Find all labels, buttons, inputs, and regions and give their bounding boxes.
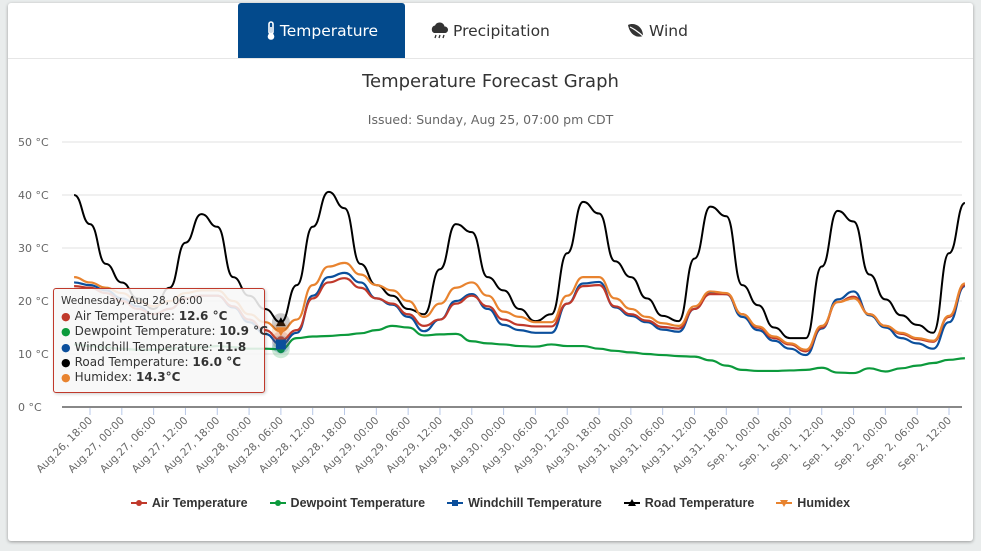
- x-tick-label: Aug.27, 06:00: [98, 415, 159, 476]
- x-tick-label: Aug.28, 06:00: [225, 415, 286, 476]
- rain-cloud-icon: [431, 21, 449, 38]
- tab-precipitation[interactable]: Precipitation: [430, 3, 550, 58]
- chart-plot: 0 °C 10 °C 20 °C 30 °C 40 °C 50 °C Aug.26, 18:…: [18, 136, 966, 476]
- tooltip: Wednesday, Aug 28, 06:00 ● Air Temperatur…: [53, 288, 268, 393]
- tooltip-value: 10.9 °C: [219, 324, 268, 339]
- chart-subtitle: Issued: Sunday, Aug 25, 07:00 pm CDT: [367, 112, 614, 127]
- tooltip-row: ● Dewpoint Temperature: 10.9 °C: [61, 324, 268, 339]
- tooltip-label: Humidex:: [74, 370, 137, 385]
- legend-item[interactable]: Windchill Temperature: [447, 496, 602, 510]
- tab-label: Wind: [649, 21, 688, 40]
- legend-item[interactable]: Road Temperature: [623, 496, 755, 510]
- legend-label: Road Temperature: [644, 496, 755, 510]
- tooltip-value: 16.0 °C: [192, 354, 241, 369]
- x-tick-label: Aug.29, 18:00: [416, 415, 477, 476]
- tab-temperature[interactable]: Temperature: [238, 3, 405, 58]
- legend-label: Windchill Temperature: [468, 496, 602, 510]
- series-dot-icon: ●: [61, 325, 71, 339]
- tooltip-value: 12.6 °C: [178, 309, 228, 323]
- y-tick-label: 20 °C: [18, 295, 49, 308]
- hover-point-marker: [275, 327, 286, 337]
- series-dot-icon: ●: [61, 355, 71, 369]
- x-tick-label: Aug.29, 00:00: [321, 415, 382, 476]
- tooltip-label: Windchill Temperature:: [74, 339, 217, 354]
- x-tick-label: Aug.29, 12:00: [384, 415, 445, 476]
- x-tick-label: Aug.31, 18:00: [671, 415, 732, 476]
- series-dot-icon: ●: [61, 371, 71, 385]
- tooltip-label: Road Temperature:: [74, 354, 193, 369]
- tooltip-row: ● Air Temperature: 12.6 °C: [61, 309, 257, 324]
- legend: Air Temperature Dewpoint Temperature Windc…: [8, 496, 973, 510]
- legend-symbol-icon: [130, 500, 147, 506]
- x-tick-label: Aug.27, 18:00: [161, 415, 222, 476]
- leaf-icon: [628, 23, 646, 38]
- x-tick-label: Aug.30, 06:00: [480, 415, 541, 476]
- tooltip-label: Dewpoint Temperature:: [74, 324, 220, 339]
- tooltip-value: 11.8: [216, 339, 247, 354]
- series-dot-icon: ●: [61, 310, 71, 323]
- tooltip-row: ● Road Temperature: 16.0 °C: [61, 355, 257, 370]
- legend-label: Humidex: [797, 496, 851, 510]
- y-tick-label: 10 °C: [18, 348, 49, 361]
- legend-item[interactable]: Air Temperature: [130, 496, 248, 510]
- x-tick-label: Aug.30, 18:00: [543, 415, 604, 476]
- chart-title: Temperature Forecast Graph: [362, 71, 619, 92]
- legend-item[interactable]: Dewpoint Temperature: [269, 496, 426, 510]
- x-tick-label: Aug.27, 00:00: [66, 415, 127, 476]
- tooltip-header: Wednesday, Aug 28, 06:00: [61, 295, 203, 307]
- legend-label: Dewpoint Temperature: [290, 496, 426, 510]
- x-tick-label: Aug.28, 12:00: [257, 415, 318, 476]
- series-line-road-temperature[interactable]: [73, 190, 966, 340]
- x-tick-label: Aug.30, 12:00: [511, 415, 572, 476]
- tab-label: Precipitation: [453, 21, 550, 40]
- tooltip-row: ● Humidex: 14.3°C: [61, 370, 257, 385]
- x-tick-label: Aug.30, 00:00: [448, 415, 509, 476]
- x-tick-label: Aug.28, 18:00: [289, 415, 350, 476]
- x-tick-label: Aug.27, 12:00: [130, 415, 191, 476]
- legend-label: Air Temperature: [151, 496, 248, 510]
- tooltip-value: 14.3°C: [136, 370, 181, 385]
- x-tick-label: Aug.29, 06:00: [352, 415, 413, 476]
- y-tick-label: 0 °C: [18, 401, 42, 414]
- hover-point-marker: [275, 339, 286, 350]
- forecast-card: Temperature Precipitation Wind Temperatu…: [8, 3, 973, 541]
- hover-point-marker: [275, 317, 286, 327]
- tab-label: Temperature: [279, 21, 379, 40]
- series-dot-icon: ●: [61, 340, 71, 354]
- legend-symbol-icon: [269, 500, 286, 506]
- x-tick-label: Aug.28, 00:00: [193, 415, 254, 476]
- legend-symbol-icon: [623, 499, 640, 506]
- y-tick-label: 50 °C: [18, 136, 49, 149]
- tooltip-row: ● Windchill Temperature: 11.8: [61, 340, 257, 355]
- tooltip-label: Air Temperature:: [74, 309, 179, 323]
- tab-bar: Temperature Precipitation Wind: [8, 3, 973, 59]
- legend-symbol-icon: [776, 500, 793, 507]
- y-tick-label: 30 °C: [18, 242, 49, 255]
- tab-wind[interactable]: Wind: [626, 3, 688, 58]
- x-tick-label: Aug.26, 18:00: [34, 415, 95, 476]
- x-tick-label: Aug.31, 00:00: [575, 415, 636, 476]
- x-tick-label: Aug.31, 06:00: [607, 415, 668, 476]
- y-tick-label: 40 °C: [18, 189, 49, 202]
- thermometer-icon: [267, 20, 275, 40]
- legend-symbol-icon: [447, 500, 464, 506]
- x-tick-label: Aug.31, 12:00: [639, 415, 700, 476]
- legend-item[interactable]: Humidex: [776, 496, 850, 510]
